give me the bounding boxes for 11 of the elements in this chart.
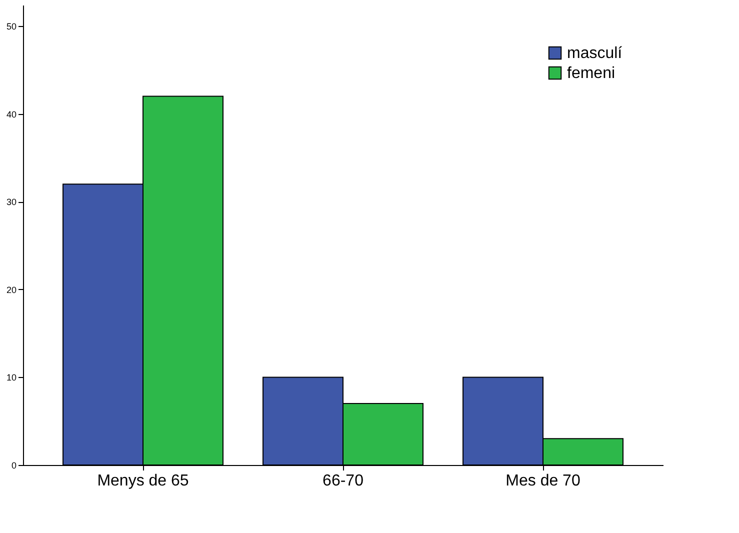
y-tick-label: 10 xyxy=(6,372,16,383)
x-tick-label: Mes de 70 xyxy=(506,472,580,490)
legend-label: masculí xyxy=(567,45,623,62)
x-tick-label: 66-70 xyxy=(322,472,364,490)
x-tick-label: Menys de 65 xyxy=(97,472,189,490)
y-tick-label: 20 xyxy=(6,284,16,295)
y-tick-label: 30 xyxy=(6,197,16,208)
y-tick-label: 0 xyxy=(11,460,16,470)
legend-label: femeni xyxy=(567,65,616,82)
y-tick-label: 50 xyxy=(6,22,16,32)
y-tick-label: 40 xyxy=(6,109,16,120)
